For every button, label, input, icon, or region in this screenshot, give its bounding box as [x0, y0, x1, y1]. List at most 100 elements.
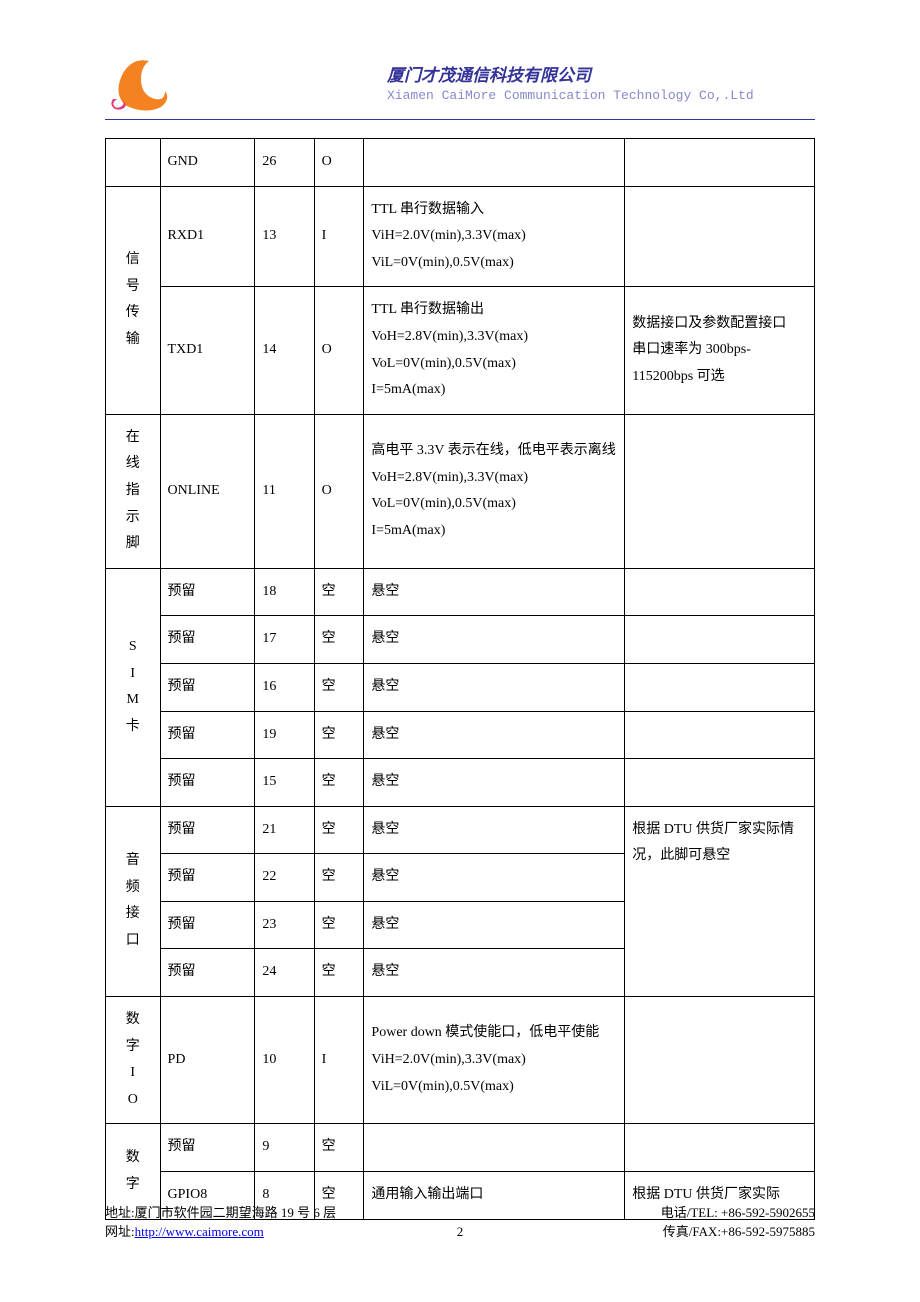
table-cell: 预留	[160, 759, 255, 807]
footer-address: 地址:厦门市软件园二期望海路 19 号 6 层	[105, 1202, 336, 1221]
table-cell: RXD1	[160, 186, 255, 287]
table-cell: 预留	[160, 949, 255, 997]
table-row: 预留15空悬空	[106, 759, 815, 807]
table-row: 数字IOPD10IPower down 模式使能口，低电平使能ViH=2.0V(…	[106, 997, 815, 1124]
table-row: 预留16空悬空	[106, 663, 815, 711]
table-row: GND26O	[106, 139, 815, 187]
document-page: 厦门才茂通信科技有限公司 Xiamen CaiMore Communicatio…	[0, 0, 920, 1302]
group-label-cell: SIM卡	[106, 568, 161, 806]
table-cell: 空	[314, 901, 364, 949]
table-cell: 根据 DTU 供货厂家实际情况，此脚可悬空	[625, 806, 815, 996]
table-cell: 22	[255, 854, 314, 902]
table-cell	[625, 186, 815, 287]
group-label-cell: 信号传输	[106, 186, 161, 414]
table-cell: 19	[255, 711, 314, 759]
table-cell: 空	[314, 711, 364, 759]
table-row: 数字预留9空	[106, 1124, 815, 1172]
table-cell: Power down 模式使能口，低电平使能ViH=2.0V(min),3.3V…	[364, 997, 625, 1124]
table-cell: I	[314, 186, 364, 287]
table-cell: 悬空	[364, 854, 625, 902]
table-cell: TTL 串行数据输出VoH=2.8V(min),3.3V(max)VoL=0V(…	[364, 287, 625, 414]
company-logo	[105, 55, 177, 113]
table-cell: 悬空	[364, 663, 625, 711]
table-cell	[625, 711, 815, 759]
table-cell	[625, 997, 815, 1124]
table-cell: 空	[314, 854, 364, 902]
table-cell: 9	[255, 1124, 314, 1172]
table-cell: 21	[255, 806, 314, 854]
page-header: 厦门才茂通信科技有限公司 Xiamen CaiMore Communicatio…	[105, 55, 815, 120]
table-row: 信号传输RXD113ITTL 串行数据输入ViH=2.0V(min),3.3V(…	[106, 186, 815, 287]
table-cell	[625, 1124, 815, 1172]
table-cell: 16	[255, 663, 314, 711]
group-label-cell: 数字IO	[106, 997, 161, 1124]
table-cell: 预留	[160, 568, 255, 616]
table-cell	[625, 139, 815, 187]
table-row: 音频接口预留21空悬空根据 DTU 供货厂家实际情况，此脚可悬空	[106, 806, 815, 854]
table-cell	[625, 759, 815, 807]
table-cell: 数据接口及参数配置接口串口速率为 300bps-115200bps 可选	[625, 287, 815, 414]
table-cell: 悬空	[364, 568, 625, 616]
table-cell: TTL 串行数据输入ViH=2.0V(min),3.3V(max)ViL=0V(…	[364, 186, 625, 287]
table-cell: 预留	[160, 806, 255, 854]
table-cell: 悬空	[364, 949, 625, 997]
table-cell: 13	[255, 186, 314, 287]
table-cell: 悬空	[364, 806, 625, 854]
table-row: TXD114OTTL 串行数据输出VoH=2.8V(min),3.3V(max)…	[106, 287, 815, 414]
table-cell: 悬空	[364, 759, 625, 807]
table-cell: 高电平 3.3V 表示在线，低电平表示离线VoH=2.8V(min),3.3V(…	[364, 414, 625, 568]
table-cell: 空	[314, 949, 364, 997]
table-cell: 空	[314, 806, 364, 854]
table-cell	[625, 663, 815, 711]
table-cell: O	[314, 414, 364, 568]
table-cell: TXD1	[160, 287, 255, 414]
table-cell	[625, 414, 815, 568]
company-name-block: 厦门才茂通信科技有限公司 Xiamen CaiMore Communicatio…	[387, 55, 815, 103]
table-cell: 预留	[160, 901, 255, 949]
table-cell: 11	[255, 414, 314, 568]
table-cell: 悬空	[364, 901, 625, 949]
table-cell: 空	[314, 663, 364, 711]
table-cell: 15	[255, 759, 314, 807]
table-cell: 空	[314, 616, 364, 664]
table-cell: 预留	[160, 711, 255, 759]
table-cell	[625, 616, 815, 664]
table-cell: 17	[255, 616, 314, 664]
pin-definition-table: GND26O信号传输RXD113ITTL 串行数据输入ViH=2.0V(min)…	[105, 138, 815, 1220]
table-cell: 预留	[160, 854, 255, 902]
table-row: SIM卡预留18空悬空	[106, 568, 815, 616]
group-label-cell: 在线指示脚	[106, 414, 161, 568]
table-cell: 空	[314, 759, 364, 807]
table-cell	[364, 1124, 625, 1172]
table-cell: 18	[255, 568, 314, 616]
table-cell: 悬空	[364, 711, 625, 759]
company-name-en: Xiamen CaiMore Communication Technology …	[387, 88, 815, 103]
table-cell: O	[314, 139, 364, 187]
table-cell: 悬空	[364, 616, 625, 664]
table-cell: 23	[255, 901, 314, 949]
table-cell: O	[314, 287, 364, 414]
table-cell: 14	[255, 287, 314, 414]
table-cell	[625, 568, 815, 616]
table-cell: 预留	[160, 616, 255, 664]
table-cell: 空	[314, 1124, 364, 1172]
table-cell: 空	[314, 568, 364, 616]
table-row: 在线指示脚ONLINE11O高电平 3.3V 表示在线，低电平表示离线VoH=2…	[106, 414, 815, 568]
table-row: 预留17空悬空	[106, 616, 815, 664]
table-cell: I	[314, 997, 364, 1124]
table-cell	[364, 139, 625, 187]
table-cell: ONLINE	[160, 414, 255, 568]
company-name-cn: 厦门才茂通信科技有限公司	[387, 61, 815, 86]
table-cell: 24	[255, 949, 314, 997]
table-cell	[106, 139, 161, 187]
table-cell: 预留	[160, 663, 255, 711]
footer-tel: 电话/TEL: +86-592-5902655	[661, 1202, 815, 1221]
table-cell: GND	[160, 139, 255, 187]
group-label-cell: 音频接口	[106, 806, 161, 996]
table-cell: PD	[160, 997, 255, 1124]
table-row: 预留19空悬空	[106, 711, 815, 759]
table-cell: 26	[255, 139, 314, 187]
page-number: 2	[0, 1224, 920, 1240]
table-cell: 预留	[160, 1124, 255, 1172]
table-cell: 10	[255, 997, 314, 1124]
